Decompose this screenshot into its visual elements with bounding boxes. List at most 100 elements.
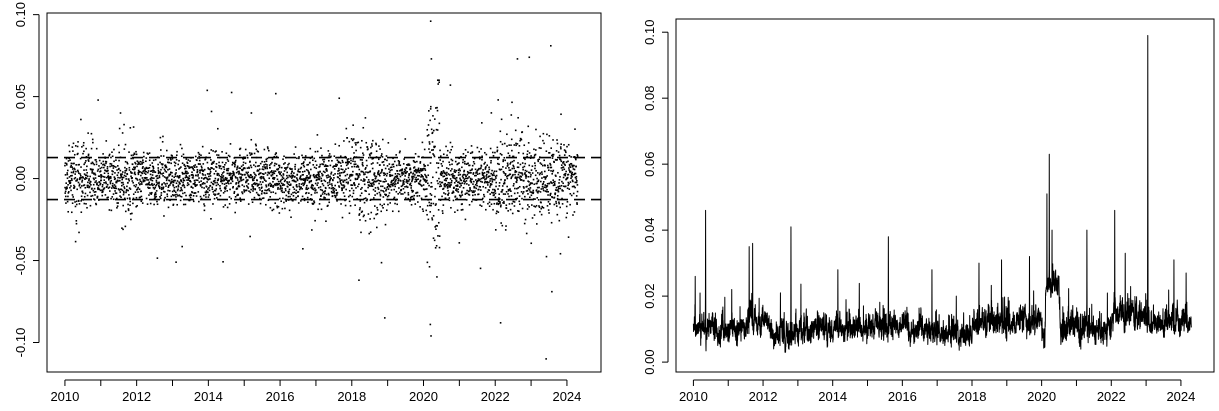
return-point	[563, 154, 566, 156]
return-point	[446, 171, 448, 174]
return-point	[528, 164, 531, 167]
return-point	[71, 179, 73, 182]
return-point	[480, 165, 483, 167]
return-point	[70, 164, 72, 167]
return-point	[522, 166, 524, 169]
return-point	[199, 170, 201, 172]
return-point	[344, 204, 347, 207]
return-point	[180, 179, 183, 182]
return-point	[356, 173, 359, 176]
return-point	[210, 181, 213, 184]
return-point	[92, 141, 94, 144]
return-point	[445, 179, 447, 182]
return-point	[317, 172, 320, 175]
return-point	[249, 235, 251, 238]
return-point	[398, 151, 401, 154]
return-point	[407, 176, 410, 179]
return-point	[188, 167, 190, 169]
return-point	[460, 179, 463, 182]
return-point	[198, 181, 201, 183]
return-point	[444, 185, 446, 188]
return-point	[305, 191, 308, 194]
return-point	[555, 150, 558, 152]
return-point	[318, 203, 321, 205]
return-point	[541, 164, 544, 167]
return-point	[455, 176, 458, 179]
return-point	[558, 185, 561, 188]
return-point	[237, 184, 240, 187]
return-point	[432, 176, 434, 179]
return-point	[363, 178, 365, 180]
return-point	[385, 174, 388, 177]
return-point	[74, 176, 77, 179]
return-point	[364, 197, 367, 199]
return-point	[248, 190, 250, 192]
return-point	[219, 175, 222, 178]
return-point	[240, 176, 243, 178]
return-point	[300, 186, 302, 189]
return-point	[548, 212, 550, 214]
return-point	[150, 170, 152, 173]
return-point	[169, 173, 172, 175]
return-point	[71, 202, 74, 205]
return-point	[497, 158, 499, 161]
return-point	[295, 196, 297, 199]
return-point	[76, 178, 79, 180]
return-point	[103, 176, 106, 178]
return-point	[181, 162, 184, 165]
return-point	[502, 160, 504, 163]
return-point	[416, 160, 418, 163]
return-point	[228, 179, 230, 182]
return-point	[432, 237, 435, 239]
return-point	[252, 179, 254, 182]
return-point	[244, 173, 246, 176]
return-point	[488, 166, 490, 169]
return-point	[571, 171, 574, 174]
return-point	[83, 184, 86, 186]
return-point	[242, 164, 244, 166]
return-point	[389, 185, 392, 188]
return-point	[120, 175, 123, 177]
return-point	[306, 175, 308, 177]
return-point	[284, 167, 287, 169]
return-point	[305, 176, 308, 179]
return-point	[242, 158, 245, 160]
return-point	[113, 186, 115, 189]
return-point	[429, 211, 432, 213]
return-point	[353, 165, 356, 168]
return-point	[273, 184, 275, 187]
return-point	[92, 183, 95, 186]
return-point	[497, 211, 500, 213]
return-point	[513, 159, 515, 162]
return-point	[299, 177, 301, 180]
return-point	[349, 194, 351, 197]
return-point	[370, 146, 372, 149]
return-point	[344, 179, 346, 182]
return-point	[392, 179, 395, 182]
return-point	[313, 201, 316, 204]
return-point	[368, 156, 370, 159]
return-point	[545, 190, 548, 193]
return-point	[302, 247, 304, 250]
return-point	[496, 146, 499, 149]
return-point	[481, 122, 483, 124]
return-point	[489, 178, 492, 180]
return-point	[202, 163, 205, 165]
return-point	[319, 170, 321, 173]
return-point	[164, 183, 167, 185]
return-point	[131, 168, 134, 171]
return-point	[151, 174, 154, 176]
return-point	[552, 153, 555, 156]
x-tick-label: 2024	[1166, 389, 1195, 404]
return-point	[365, 190, 367, 192]
return-point	[246, 156, 249, 159]
return-point	[118, 180, 121, 182]
return-point	[236, 166, 238, 169]
return-point	[431, 217, 433, 219]
return-point	[181, 245, 183, 248]
return-point	[261, 197, 264, 200]
return-point	[290, 193, 293, 196]
return-point	[415, 180, 418, 183]
return-point	[419, 183, 422, 186]
return-point	[172, 203, 175, 206]
